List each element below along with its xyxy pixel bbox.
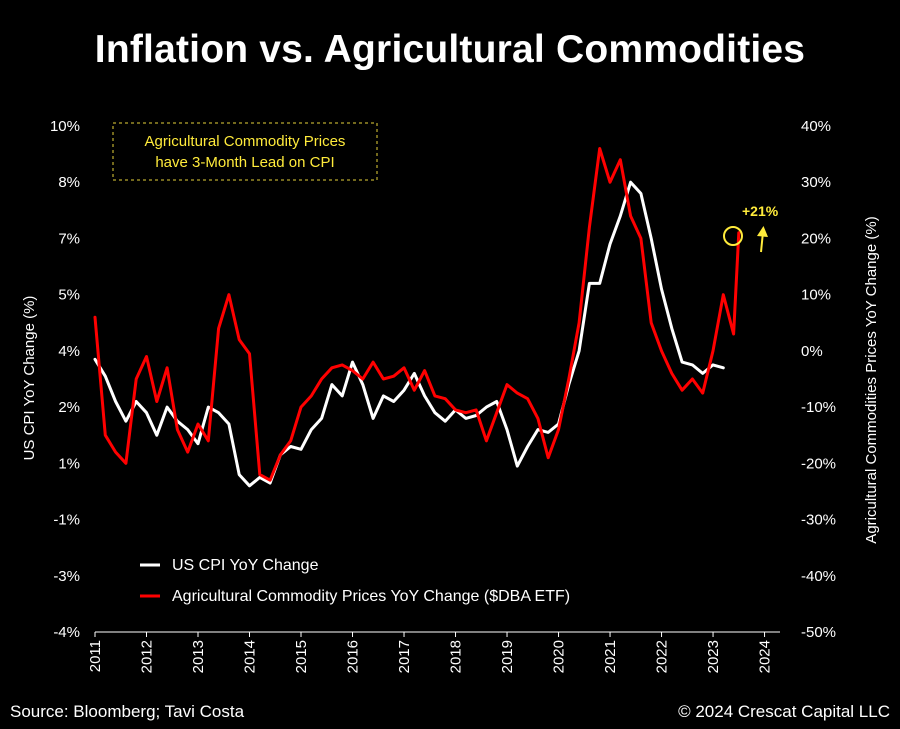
x-tick-label: 2013: [190, 640, 207, 673]
copyright-text: © 2024 Crescat Capital LLC: [678, 702, 890, 721]
series-layer: [93, 147, 741, 488]
series-line-cpi: [93, 180, 725, 488]
x-tick-label: 2011: [87, 640, 104, 672]
left-tick-label: 1%: [58, 455, 80, 472]
left-axis-label: US CPI YoY Change (%): [21, 296, 38, 461]
right-tick-label: -50%: [801, 624, 836, 641]
right-tick-label: 0%: [801, 343, 823, 360]
right-axis-ticks: 40% 30% 20% 10% 0% -10% -20% -30% -40% -50%: [801, 118, 836, 641]
left-tick-label: 10%: [50, 118, 80, 135]
x-tick-label: 2014: [242, 640, 259, 673]
callout-arrow-head: [757, 226, 768, 237]
right-tick-label: -40%: [801, 568, 836, 585]
series-line-ag: [93, 147, 741, 482]
left-tick-label: 4%: [58, 343, 80, 360]
right-tick-label: -20%: [801, 455, 836, 472]
right-tick-label: 10%: [801, 287, 831, 304]
x-tick-label: 2016: [345, 640, 362, 673]
callout-label: +21%: [742, 203, 779, 219]
legend: US CPI YoY Change Agricultural Commodity…: [140, 557, 570, 605]
right-tick-label: 30%: [801, 174, 831, 191]
left-tick-label: 8%: [58, 174, 80, 191]
x-tick-label: 2024: [757, 640, 774, 673]
x-axis-ticks: 2011 2012 2013 2014 2015 2016 2017 2018 2019 2020…: [87, 632, 774, 673]
x-tick-label: 2020: [551, 640, 568, 673]
annotation-line-2: have 3-Month Lead on CPI: [155, 154, 334, 171]
left-tick-label: 7%: [58, 230, 80, 247]
source-text: Source: Bloomberg; Tavi Costa: [10, 702, 245, 721]
legend-label-ag: Agricultural Commodity Prices YoY Change…: [172, 588, 570, 605]
x-tick-label: 2022: [654, 640, 671, 673]
right-tick-label: -10%: [801, 399, 836, 416]
left-tick-label: -1%: [53, 512, 80, 529]
x-tick-label: 2019: [499, 640, 516, 673]
x-tick-label: 2023: [705, 640, 722, 673]
right-tick-label: -30%: [801, 512, 836, 529]
right-axis-label: Agricultural Commodities Prices YoY Chan…: [863, 216, 880, 543]
x-tick-label: 2021: [602, 640, 619, 673]
x-tick-label: 2018: [448, 640, 465, 673]
right-tick-label: 40%: [801, 118, 831, 135]
legend-label-cpi: US CPI YoY Change: [172, 557, 319, 574]
x-tick-label: 2012: [139, 640, 156, 673]
annotation-box: Agricultural Commodity Prices have 3-Mon…: [112, 122, 378, 181]
right-tick-label: 20%: [801, 230, 831, 247]
left-tick-label: 5%: [58, 287, 80, 304]
left-axis-ticks: 10% 8% 7% 5% 4% 2% 1% -1% -3% -4%: [50, 118, 80, 641]
x-tick-label: 2015: [293, 640, 310, 673]
callout-circle: [723, 226, 743, 246]
left-tick-label: 2%: [58, 399, 80, 416]
left-tick-label: -3%: [53, 568, 80, 585]
x-tick-label: 2017: [396, 640, 413, 673]
left-tick-label: -4%: [53, 624, 80, 641]
chart-title: Inflation vs. Agricultural Commodities: [94, 28, 806, 71]
callout: +21%: [723, 203, 779, 253]
annotation-line-1: Agricultural Commodity Prices: [145, 133, 346, 150]
